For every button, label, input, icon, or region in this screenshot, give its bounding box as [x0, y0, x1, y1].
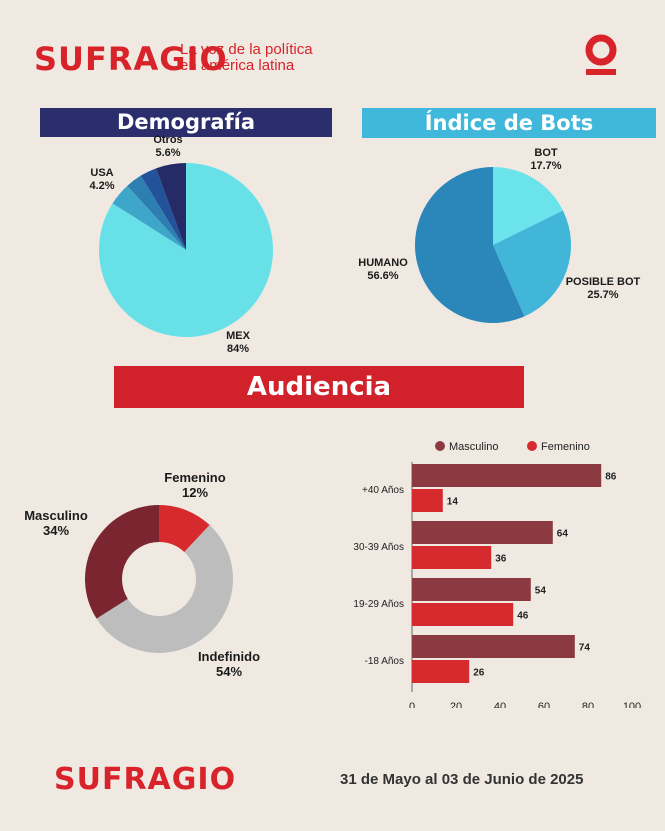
audiencia-banner: Audiencia [114, 366, 524, 408]
footer-sufragio-logo: SUFRAGIO [54, 762, 237, 797]
bots-slice-0 [493, 167, 563, 245]
legend-swatch-0 [435, 441, 445, 451]
label-masculino-name: Masculino [24, 508, 88, 523]
label-otros-name: Otros [153, 134, 183, 146]
label-humano-value: 56.6% [367, 270, 399, 282]
label-indefinido: Indefinido 54% [188, 649, 270, 679]
bar-masculino-2 [412, 578, 531, 601]
audiencia-slice-1 [96, 525, 233, 653]
bots-banner: Índice de Bots [362, 108, 656, 138]
legend-label-0: Masculino [449, 441, 499, 453]
x-tick-label-5: 100 [623, 701, 641, 708]
x-tick-label-1: 20 [450, 701, 462, 708]
bar-value-masculino-1: 64 [557, 529, 569, 540]
tagline: La voz de la política en américa latina [180, 42, 313, 74]
bar-masculino-1 [412, 521, 553, 544]
label-posible-bot-value: 25.7% [587, 289, 619, 301]
legend-label-1: Femenino [541, 441, 590, 453]
label-femenino-name: Femenino [164, 470, 226, 485]
demografia-pie-chart [98, 163, 273, 337]
label-mex: MEX 84% [216, 330, 260, 356]
x-tick-label-4: 80 [582, 701, 594, 708]
category-label-0: +40 Años [362, 485, 404, 496]
label-humano: HUMANO 56.6% [350, 257, 416, 283]
label-bot-name: BOT [534, 147, 558, 159]
bots-slice-2 [415, 167, 525, 323]
label-usa: USA 4.2% [80, 167, 124, 193]
demografia-slice-4 [156, 163, 186, 250]
label-bot-value: 17.7% [530, 160, 562, 172]
category-label-2: 19-29 Años [353, 599, 404, 610]
audiencia-donut-chart [85, 505, 233, 653]
label-humano-name: HUMANO [358, 257, 408, 269]
bar-value-masculino-0: 86 [605, 472, 617, 483]
bar-value-femenino-1: 36 [495, 554, 507, 565]
label-mex-name: MEX [226, 330, 250, 342]
category-label-3: -18 Años [365, 656, 404, 667]
label-usa-value: 4.2% [89, 180, 115, 192]
label-masculino-value: 34% [42, 523, 70, 538]
date-range: 31 de Mayo al 03 de Junio de 2025 [340, 771, 584, 788]
label-posible-bot: POSIBLE BOT 25.7% [562, 276, 644, 302]
category-label-1: 30-39 Años [353, 542, 404, 553]
label-mex-value: 84% [226, 343, 250, 355]
tagline-line-2: en américa latina [180, 57, 295, 74]
demografia-slice-1 [112, 185, 186, 250]
label-posible-bot-name: POSIBLE BOT [565, 276, 641, 288]
label-indefinido-name: Indefinido [197, 649, 261, 664]
bots-slice-1 [493, 210, 571, 317]
bar-masculino-3 [412, 635, 575, 658]
age-gender-bar-chart: Masculino Femenino +40 Años 86 14 30-39 Años 6… [353, 441, 641, 708]
label-masculino: Masculino 34% [14, 508, 98, 538]
x-tick-label-2: 40 [494, 701, 506, 708]
bar-femenino-3 [412, 660, 470, 683]
audiencia-slice-2 [85, 505, 159, 619]
brand-mark-icon [585, 34, 617, 75]
label-indefinido-value: 54% [215, 664, 243, 679]
x-tick-label-0: 0 [409, 701, 415, 708]
bar-femenino-1 [412, 546, 492, 569]
demografia-slice-2 [127, 175, 186, 250]
bar-femenino-2 [412, 603, 514, 626]
bar-femenino-0 [412, 489, 443, 512]
label-femenino-value: 12% [181, 485, 209, 500]
bar-value-masculino-2: 54 [535, 586, 547, 597]
label-otros-value: 5.6% [155, 147, 181, 159]
bar-value-masculino-3: 74 [579, 643, 591, 654]
bar-masculino-0 [412, 464, 602, 487]
demografia-slice-3 [140, 168, 186, 250]
bar-value-femenino-3: 26 [473, 668, 485, 679]
label-femenino: Femenino 12% [155, 470, 235, 500]
bar-value-femenino-0: 14 [447, 497, 459, 508]
demografia-slice-0 [98, 163, 273, 337]
demografia-banner: Demografía [40, 108, 332, 137]
sufragio-logo: SUFRAGIO [34, 40, 228, 78]
label-bot: BOT 17.7% [518, 147, 574, 173]
audiencia-slice-0 [159, 505, 210, 553]
label-usa-name: USA [90, 167, 114, 179]
x-tick-label-3: 60 [538, 701, 550, 708]
label-otros: Otros 5.6% [140, 134, 196, 160]
tagline-line-1: La voz de la política [180, 41, 313, 58]
legend-swatch-1 [527, 441, 537, 451]
bar-value-femenino-2: 46 [517, 611, 529, 622]
bots-pie-chart [415, 167, 571, 323]
